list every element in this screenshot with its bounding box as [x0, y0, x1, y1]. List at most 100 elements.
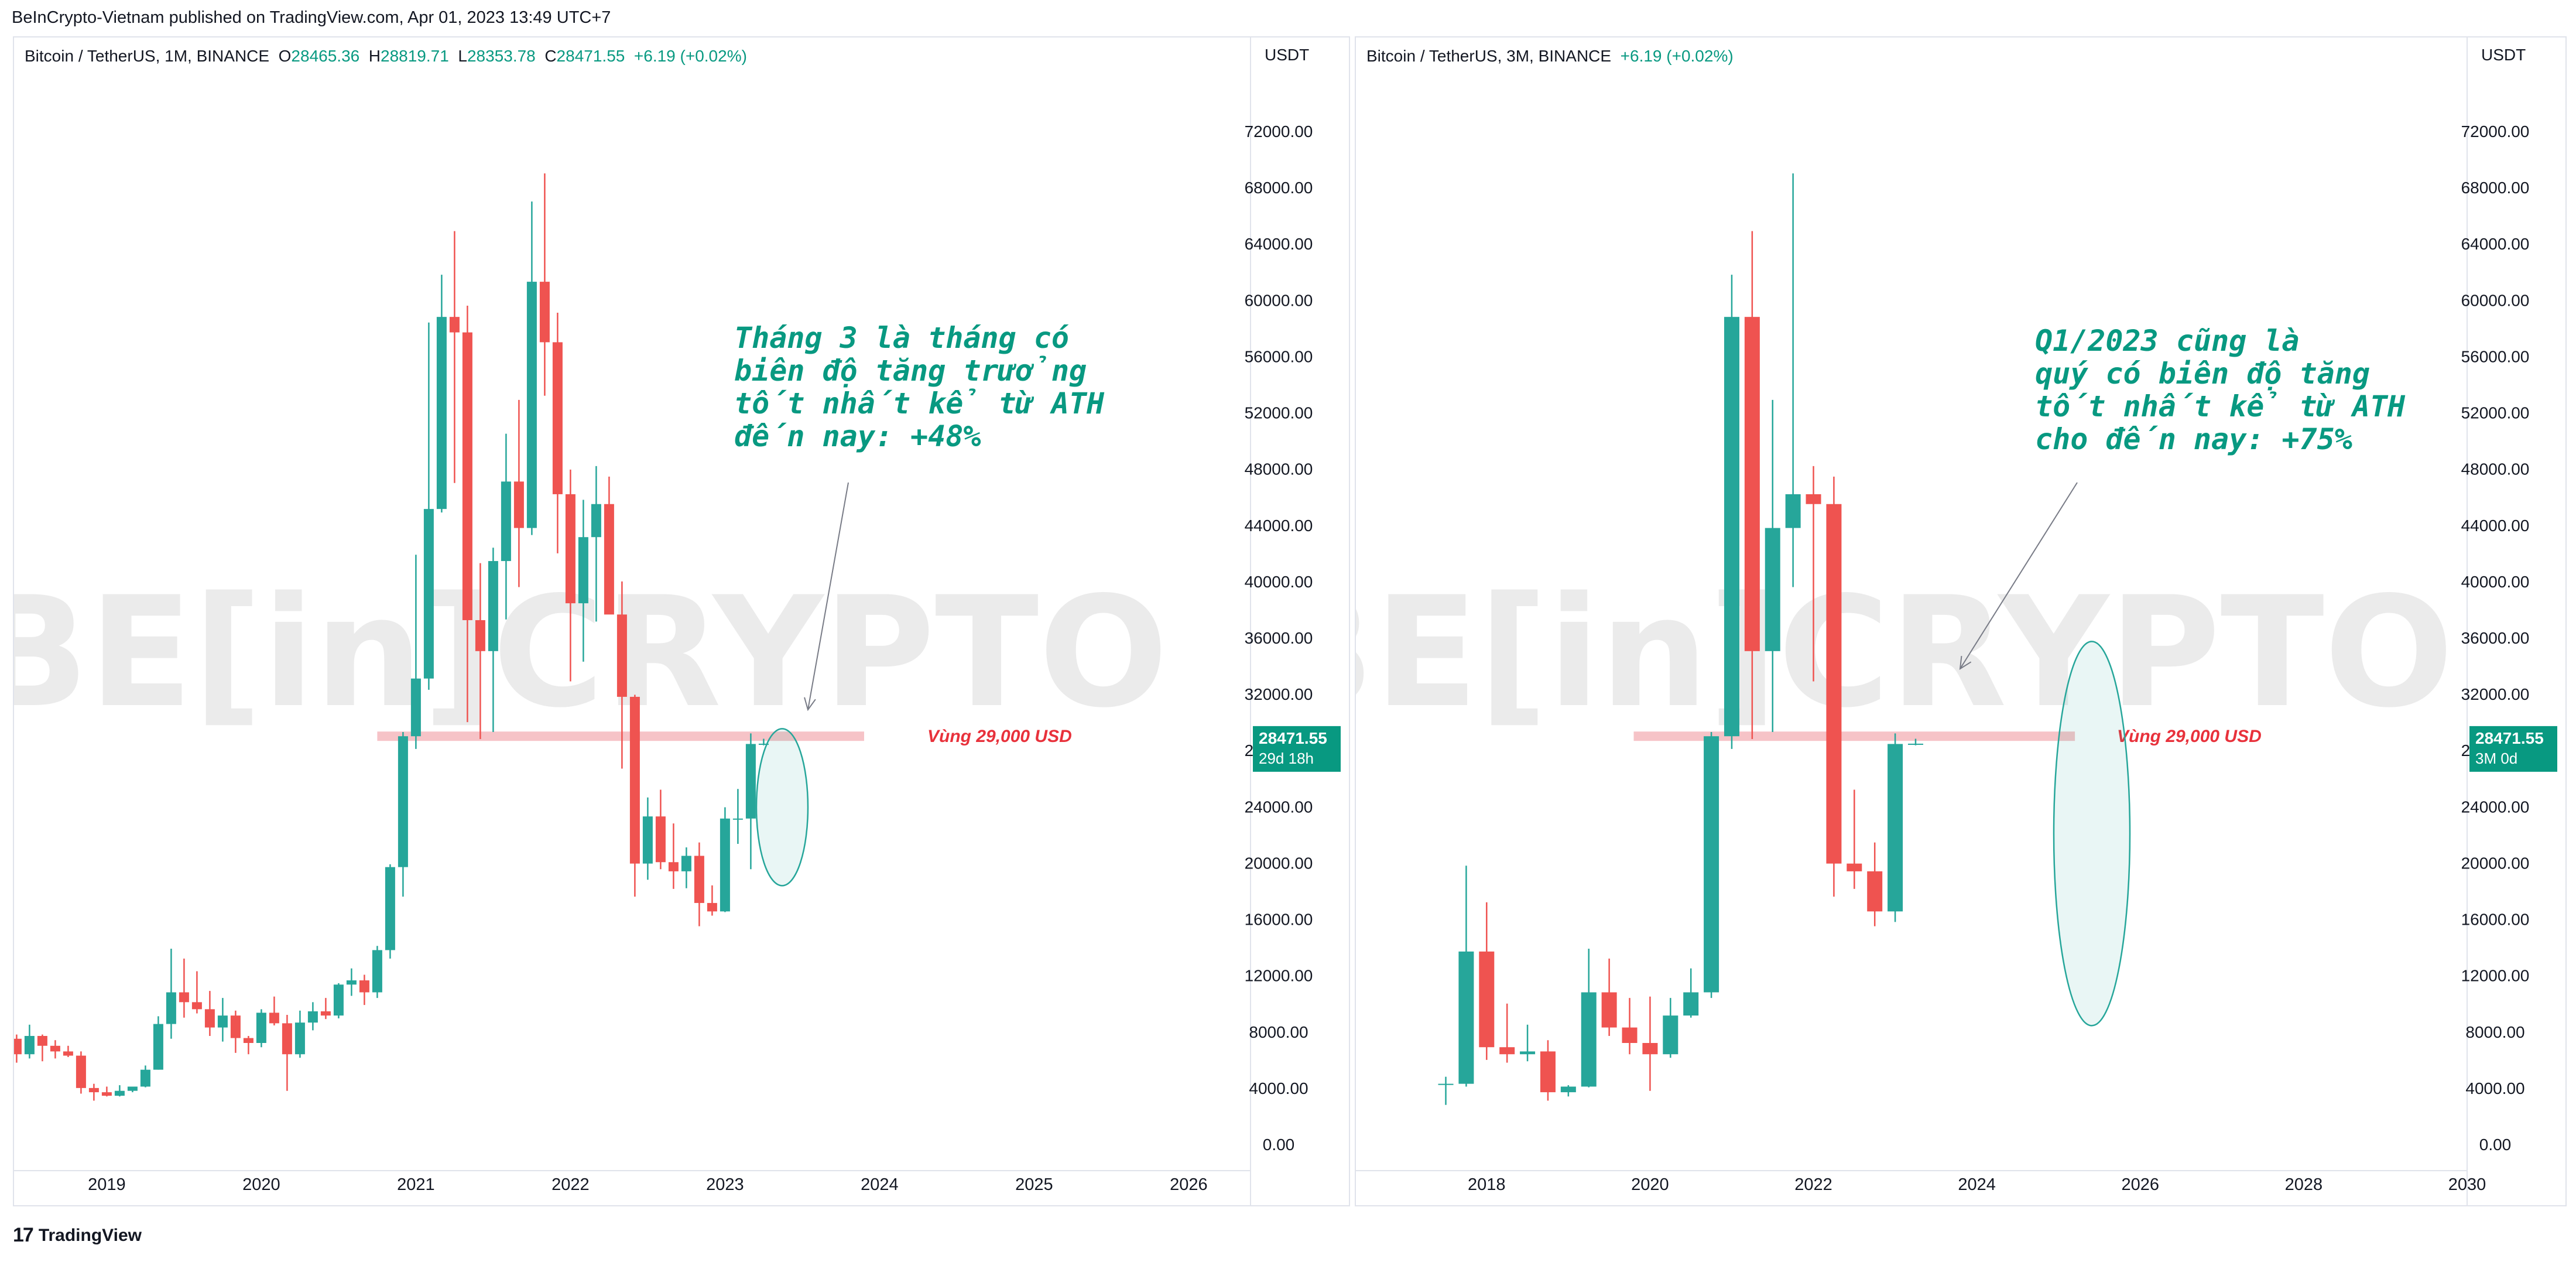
- candle-body: [694, 856, 704, 903]
- annotation-arrowhead: [1959, 656, 1972, 670]
- annotation-line: tốt nhất kể từ ATH: [2035, 389, 2406, 423]
- candle-body: [1806, 494, 1821, 504]
- y-tick-label: 40000.00: [2461, 573, 2530, 591]
- candle-body: [565, 494, 576, 604]
- y-tick-label: 16000.00: [1245, 911, 1313, 929]
- y-tick-label: 12000.00: [2461, 967, 2530, 985]
- current-price: 28471.55: [2475, 729, 2544, 747]
- candle-body: [462, 332, 472, 620]
- y-tick-label: 36000.00: [2461, 629, 2530, 647]
- y-tick-label: 60000.00: [1245, 291, 1313, 309]
- annotation-line: tốt nhất kể từ ATH: [734, 387, 1105, 420]
- y-tick-label: 56000.00: [2461, 347, 2530, 365]
- candle-body: [269, 1013, 279, 1024]
- y-tick-label: 48000.00: [2461, 460, 2530, 478]
- y-tick-label: 8000.00: [2465, 1023, 2524, 1041]
- candle-body: [153, 1024, 163, 1070]
- y-tick-label: 40000.00: [1245, 573, 1313, 591]
- candle-body: [629, 696, 640, 864]
- candle-body: [1540, 1051, 1556, 1093]
- tradingview-brand: TradingView: [38, 1225, 142, 1245]
- candle-body: [1785, 494, 1801, 528]
- chart-legend-quarterly: Bitcoin / TetherUS, 3M, BINANCE +6.19 (+…: [1366, 47, 1734, 66]
- currency-label: USDT: [1265, 46, 1310, 64]
- legend-low: 28353.78: [467, 47, 536, 65]
- chart-canvas-monthly[interactable]: BE[in]CRYPTO 72000.00 68000.00 64000.00 6000…: [14, 37, 1349, 1205]
- x-tick-label: 2024: [861, 1175, 899, 1194]
- candle-body: [1560, 1086, 1576, 1093]
- x-tick-label: 2030: [2448, 1175, 2486, 1194]
- legend-open: 28465.36: [291, 47, 360, 65]
- candle-body: [1581, 992, 1597, 1087]
- y-tick-label: 24000.00: [1245, 798, 1313, 816]
- y-tick-label: 72000.00: [1245, 122, 1313, 141]
- candle-body: [256, 1013, 266, 1043]
- candle-body: [88, 1087, 99, 1093]
- x-tick-label: 2026: [2122, 1175, 2160, 1194]
- annotation-arrowhead: [804, 697, 816, 712]
- candle-body: [475, 620, 485, 651]
- candle-body: [1847, 863, 1862, 871]
- candle-body: [668, 862, 679, 871]
- annotation-arrow: [1960, 482, 2078, 669]
- candle-body: [758, 743, 769, 745]
- annotation-arrow: [807, 482, 849, 710]
- candle-body: [230, 1015, 241, 1038]
- x-tick-label: 2020: [1631, 1175, 1669, 1194]
- annotation-line: Q1/2023 cũng là: [2035, 324, 2300, 358]
- currency-label: USDT: [2481, 46, 2526, 64]
- y-tick-label: 64000.00: [2461, 235, 2530, 253]
- tradingview-logo-icon: 17: [13, 1224, 34, 1246]
- candle-body: [1601, 992, 1617, 1028]
- chart-canvas-quarterly[interactable]: BE[in]CRYPTO 72000.00 68000.00 64000.00 6000…: [1356, 37, 2565, 1205]
- candle-body: [282, 1023, 292, 1055]
- candle-body: [1724, 317, 1739, 737]
- candle-body: [372, 950, 382, 993]
- candle-body: [101, 1092, 112, 1096]
- publisher-header: BeInCrypto-Vietnam published on TradingV…: [12, 8, 611, 27]
- candle-body: [552, 342, 563, 494]
- legend-high: 28819.71: [381, 47, 449, 65]
- candle-body: [449, 317, 460, 333]
- candle-body: [642, 816, 653, 864]
- watermark-text: BE[in]CRYPTO: [1356, 565, 2454, 741]
- candle-body: [63, 1051, 73, 1056]
- chart-panel-monthly[interactable]: BE[in]CRYPTO 72000.00 68000.00 64000.00 6000…: [13, 36, 1350, 1206]
- candle-body: [50, 1045, 60, 1052]
- y-tick-label: 60000.00: [2461, 291, 2530, 309]
- annotation-line: quý có biên độ tăng: [2035, 357, 2370, 391]
- legend-low-label: L: [458, 47, 467, 65]
- candle-body: [1479, 951, 1495, 1048]
- chart-panel-quarterly[interactable]: BE[in]CRYPTO 72000.00 68000.00 64000.00 6000…: [1355, 36, 2567, 1206]
- candle-body: [1765, 528, 1780, 651]
- candle-body: [720, 818, 730, 912]
- candle-body: [1520, 1051, 1536, 1055]
- candle-body: [501, 481, 511, 562]
- candle-body: [655, 816, 666, 863]
- candle-body: [1907, 743, 1923, 745]
- x-tick-label: 2022: [1794, 1175, 1832, 1194]
- candle-body: [359, 980, 369, 993]
- y-tick-label: 24000.00: [2461, 798, 2530, 816]
- tradingview-footer[interactable]: 17 TradingView: [13, 1224, 142, 1247]
- candle-body: [681, 856, 691, 871]
- legend-symbol: Bitcoin / TetherUS, 3M, BINANCE: [1366, 47, 1612, 65]
- y-tick-label: 44000.00: [1245, 517, 1313, 535]
- candle-body: [526, 282, 537, 528]
- y-tick-label: 4000.00: [2465, 1079, 2524, 1097]
- y-tick-label: 44000.00: [2461, 517, 2530, 535]
- candle-body: [604, 504, 614, 615]
- candle-body: [707, 902, 717, 912]
- y-tick-label: 8000.00: [1249, 1023, 1308, 1041]
- chart-legend-monthly: Bitcoin / TetherUS, 1M, BINANCE O28465.3…: [25, 47, 747, 66]
- candle-body: [333, 984, 344, 1016]
- candle-body: [346, 980, 357, 985]
- y-tick-label: 0.00: [2479, 1136, 2512, 1154]
- candle-body: [1888, 744, 1903, 912]
- zone-label: Vùng 29,000 USD: [2117, 727, 2262, 746]
- candle-body: [591, 504, 601, 538]
- y-tick-label: 32000.00: [2461, 685, 2530, 703]
- x-tick-label: 2020: [242, 1175, 280, 1194]
- candle-body: [578, 537, 588, 604]
- candle-body: [1642, 1043, 1658, 1055]
